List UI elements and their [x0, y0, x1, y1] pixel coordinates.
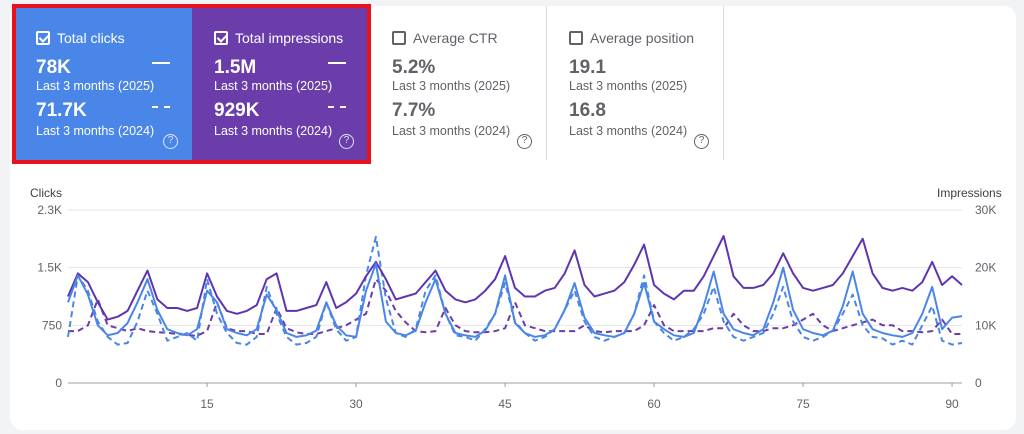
ctr-previous-period: Last 3 months (2024): [392, 124, 511, 138]
position-current-period: Last 3 months (2025): [569, 79, 688, 93]
solid-line-legend-icon: [152, 62, 170, 64]
checkbox-unchecked-icon[interactable]: [392, 31, 406, 45]
average-position-card[interactable]: Average position 19.1 Last 3 months (202…: [547, 6, 724, 160]
y-right-axis-title: Impressions: [937, 186, 1002, 200]
x-tick-label: 60: [647, 397, 661, 411]
help-icon[interactable]: ?: [163, 134, 178, 149]
clicks-current-value: 78K: [36, 57, 71, 78]
series-line-left-solid: [67, 262, 963, 338]
dashed-line-legend-icon: [328, 106, 346, 108]
x-tick-label: 45: [498, 397, 512, 411]
total-clicks-header[interactable]: Total clicks: [36, 30, 125, 46]
clicks-previous-period: Last 3 months (2024): [36, 124, 155, 138]
x-tick-label: 75: [796, 397, 810, 411]
checkbox-checked-icon[interactable]: [214, 31, 228, 45]
position-previous-value: 16.8: [569, 100, 606, 121]
x-tick-label: 90: [945, 397, 959, 411]
ctr-previous-value: 7.7%: [392, 100, 436, 121]
x-tick-label: 30: [349, 397, 363, 411]
help-icon[interactable]: ?: [517, 134, 532, 149]
impressions-current-value: 1.5M: [214, 57, 257, 78]
impressions-current-period: Last 3 months (2025): [214, 79, 333, 93]
impressions-previous-period: Last 3 months (2024): [214, 124, 333, 138]
y-right-tick-label: 30K: [975, 203, 996, 217]
help-icon[interactable]: ?: [694, 134, 709, 149]
ctr-current-value: 5.2%: [392, 57, 436, 78]
help-icon[interactable]: ?: [339, 134, 354, 149]
total-clicks-card[interactable]: Total clicks 78K Last 3 months (2025) 71…: [14, 6, 192, 160]
total-clicks-label: Total clicks: [57, 30, 125, 46]
checkbox-unchecked-icon[interactable]: [569, 31, 583, 45]
y-left-axis-title: Clicks: [30, 186, 62, 200]
checkbox-checked-icon[interactable]: [36, 31, 50, 45]
total-impressions-label: Total impressions: [235, 30, 344, 46]
series-line-right-dashed: [68, 278, 962, 337]
y-right-tick-label: 0: [975, 376, 982, 390]
y-right-tick-label: 20K: [975, 261, 996, 275]
total-impressions-header[interactable]: Total impressions: [214, 30, 343, 46]
average-ctr-header[interactable]: Average CTR: [392, 30, 498, 46]
y-right-tick-label: 10K: [975, 318, 996, 332]
position-current-value: 19.1: [569, 57, 606, 78]
average-ctr-card[interactable]: Average CTR 5.2% Last 3 months (2025) 7.…: [370, 6, 547, 160]
y-left-tick-label: 1.5K: [37, 261, 62, 275]
y-left-tick-label: 2.3K: [37, 203, 62, 217]
average-ctr-label: Average CTR: [413, 30, 498, 46]
clicks-previous-value: 71.7K: [36, 100, 87, 121]
ctr-current-period: Last 3 months (2025): [392, 79, 511, 93]
impressions-previous-value: 929K: [214, 100, 260, 121]
position-previous-period: Last 3 months (2024): [569, 124, 688, 138]
total-impressions-card[interactable]: Total impressions 1.5M Last 3 months (20…: [192, 6, 368, 160]
average-position-label: Average position: [590, 30, 695, 46]
series-line-right-solid: [67, 235, 963, 321]
y-left-tick-label: 750: [42, 318, 62, 332]
clicks-current-period: Last 3 months (2025): [36, 79, 155, 93]
dashed-line-legend-icon: [152, 106, 170, 108]
average-position-header[interactable]: Average position: [569, 30, 694, 46]
solid-line-legend-icon: [328, 62, 346, 64]
x-tick-label: 15: [200, 397, 214, 411]
y-left-tick-label: 0: [55, 376, 62, 390]
